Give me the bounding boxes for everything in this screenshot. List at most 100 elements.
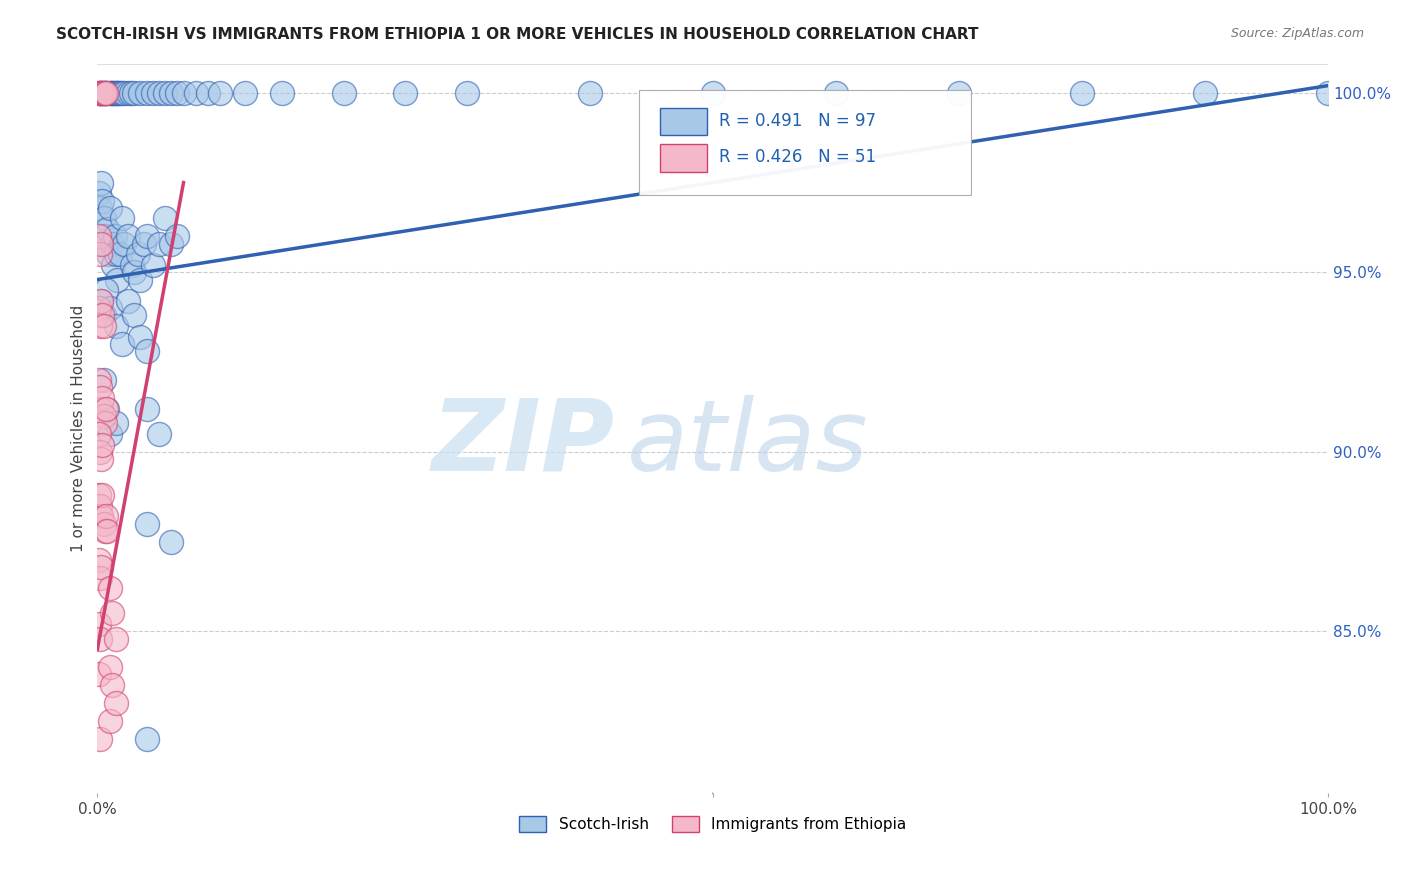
Point — [948, 86, 970, 100]
Point — [90, 86, 112, 100]
Point — [120, 86, 142, 100]
Point — [112, 86, 135, 100]
Point — [104, 696, 127, 710]
Point — [94, 283, 117, 297]
Point — [98, 86, 121, 100]
Point — [90, 294, 112, 309]
Point — [91, 488, 114, 502]
Point — [148, 86, 170, 100]
Point — [103, 258, 125, 272]
Point — [104, 247, 127, 261]
Point — [94, 86, 117, 100]
Point — [87, 488, 110, 502]
Bar — [659, 145, 707, 172]
Point — [153, 211, 176, 226]
Point — [93, 229, 115, 244]
Point — [105, 86, 128, 100]
Text: atlas: atlas — [627, 394, 869, 491]
Point — [90, 559, 112, 574]
Point — [117, 229, 139, 244]
Point — [824, 86, 846, 100]
Point — [124, 265, 146, 279]
Point — [89, 732, 111, 747]
Point — [90, 401, 112, 416]
Point — [87, 426, 110, 441]
Point — [93, 524, 115, 538]
Point — [1317, 86, 1340, 100]
Point — [94, 509, 117, 524]
Point — [93, 309, 115, 323]
Point — [135, 86, 157, 100]
Point — [93, 319, 115, 334]
Point — [91, 86, 114, 100]
Point — [104, 86, 127, 100]
Point — [111, 211, 134, 226]
Point — [578, 86, 600, 100]
Point — [89, 499, 111, 513]
Bar — [659, 108, 707, 136]
Point — [135, 732, 157, 747]
Point — [105, 272, 128, 286]
Point — [1071, 86, 1094, 100]
Point — [87, 552, 110, 566]
Point — [89, 247, 111, 261]
Point — [96, 222, 118, 236]
Point — [166, 86, 188, 100]
Point — [173, 86, 195, 100]
Point — [90, 236, 112, 251]
Point — [87, 301, 110, 316]
Point — [101, 678, 124, 692]
Point — [90, 452, 112, 467]
Point — [1194, 86, 1216, 100]
Point — [87, 667, 110, 681]
Point — [129, 330, 152, 344]
Point — [142, 258, 165, 272]
Point — [271, 86, 294, 100]
Point — [94, 236, 117, 251]
Point — [91, 391, 114, 405]
Point — [184, 86, 207, 100]
Text: R = 0.491   N = 97: R = 0.491 N = 97 — [718, 112, 876, 130]
Point — [97, 247, 120, 261]
Point — [129, 272, 152, 286]
Point — [108, 86, 131, 100]
Point — [111, 86, 134, 100]
Point — [93, 211, 115, 226]
Point — [87, 229, 110, 244]
Point — [96, 86, 118, 100]
Point — [135, 401, 157, 416]
Point — [160, 236, 183, 251]
Point — [89, 380, 111, 394]
Point — [93, 86, 115, 100]
Point — [90, 86, 112, 100]
Point — [117, 294, 139, 309]
Point — [98, 714, 121, 728]
Point — [233, 86, 256, 100]
Point — [87, 186, 110, 201]
Point — [90, 509, 112, 524]
Point — [87, 617, 110, 632]
Point — [89, 570, 111, 584]
Point — [98, 660, 121, 674]
Point — [101, 86, 124, 100]
Point — [93, 373, 115, 387]
Point — [153, 86, 176, 100]
Point — [87, 86, 110, 100]
Point — [117, 86, 139, 100]
Point — [209, 86, 232, 100]
Y-axis label: 1 or more Vehicles in Household: 1 or more Vehicles in Household — [72, 305, 86, 552]
Text: SCOTCH-IRISH VS IMMIGRANTS FROM ETHIOPIA 1 OR MORE VEHICLES IN HOUSEHOLD CORRELA: SCOTCH-IRISH VS IMMIGRANTS FROM ETHIOPIA… — [56, 27, 979, 42]
Point — [160, 534, 183, 549]
Point — [93, 86, 115, 100]
Point — [87, 86, 110, 100]
Point — [101, 236, 124, 251]
Point — [135, 516, 157, 531]
Point — [89, 86, 111, 100]
Point — [121, 258, 143, 272]
Point — [94, 401, 117, 416]
Point — [98, 426, 121, 441]
FancyBboxPatch shape — [638, 89, 972, 195]
Point — [456, 86, 478, 100]
Point — [93, 516, 115, 531]
Point — [142, 86, 165, 100]
